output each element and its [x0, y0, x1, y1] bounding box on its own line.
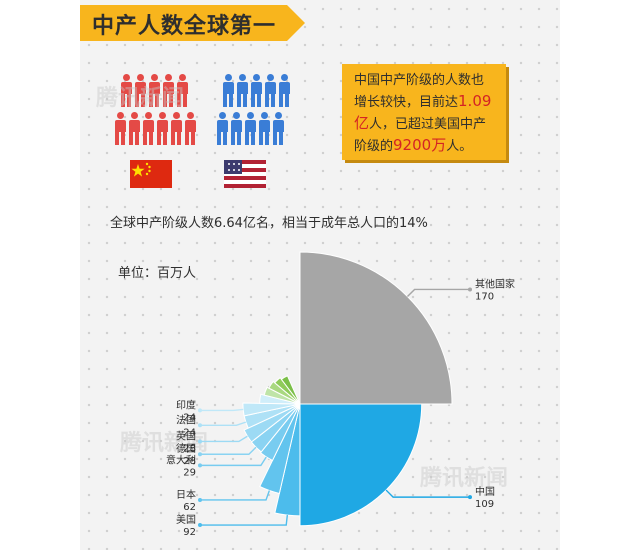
leader-line — [200, 421, 247, 426]
usa-flag-icon — [224, 160, 266, 188]
page-title: 中产人数全球第一 — [92, 14, 277, 39]
person-icon — [170, 112, 182, 146]
watermark: 腾讯新闻 — [96, 86, 185, 111]
person-icon — [128, 112, 140, 146]
person-icon — [272, 112, 284, 146]
person-icon — [216, 112, 228, 146]
note-callout — [342, 64, 506, 160]
person-icon — [134, 74, 146, 108]
slice-value-label: 24 — [183, 412, 196, 423]
slice-value-label: 62 — [183, 502, 196, 513]
leader-line — [200, 515, 289, 526]
leader-line — [200, 446, 257, 455]
unit-label: 单位：百万人 — [118, 266, 197, 281]
person-icon — [176, 74, 188, 108]
person-icon — [264, 74, 276, 108]
person-icon — [222, 74, 234, 108]
note-line-4: 阶级的 — [354, 139, 394, 154]
rose-slice — [299, 403, 423, 527]
title-banner — [80, 5, 305, 41]
leader-line — [200, 408, 244, 412]
leader-dot — [198, 408, 202, 413]
slice-name-label: 英国 — [176, 429, 196, 442]
person-icon — [250, 74, 262, 108]
person-icon — [258, 112, 270, 146]
watermark: 腾讯新闻 — [420, 466, 509, 491]
slice-value-label: 92 — [183, 527, 196, 538]
slice-name-label: 印度 — [176, 398, 196, 411]
person-icon — [156, 112, 168, 146]
rose-slice — [274, 376, 301, 405]
leader-line — [200, 435, 248, 443]
slice-value-label: 28 — [183, 456, 196, 467]
leader-line — [200, 456, 267, 467]
slice-value-label: 24 — [183, 427, 196, 438]
rose-slice — [259, 403, 301, 495]
slice-name-label: 德国 — [176, 442, 196, 455]
leader-dot — [468, 495, 472, 500]
leader-dot — [198, 463, 202, 468]
rose-slice — [280, 375, 301, 405]
note-highlight-unit: 亿 — [354, 114, 370, 132]
note-highlight-usa: 9200万 — [393, 136, 447, 154]
note-text: 中国中产阶级的人数也 增长较快，目前达1.09 亿人，已超过美国中产 阶级的92… — [354, 70, 502, 157]
slice-name-label: 中国 — [475, 485, 495, 498]
slice-value-label: 28 — [183, 443, 196, 454]
person-icon — [236, 74, 248, 108]
slice-name-label: 其他国家 — [475, 277, 515, 290]
subtitle: 全球中产阶级人数6.64亿名，相当于成年总人口的14% — [110, 216, 428, 231]
leader-dot — [198, 423, 202, 428]
slice-name-label: 意大利 — [166, 453, 196, 466]
slice-name-label: 日本 — [176, 488, 196, 501]
leader-dot — [198, 439, 202, 444]
china-flag-icon — [130, 160, 172, 188]
person-icon — [162, 74, 174, 108]
note-highlight-number: 1.09 — [458, 92, 492, 110]
rose-slice — [268, 380, 301, 405]
slice-name-label: 法国 — [176, 413, 196, 426]
person-icon — [244, 112, 256, 146]
leader-dot — [198, 452, 202, 457]
person-icon — [148, 74, 160, 108]
person-icon — [230, 112, 242, 146]
slice-value-label: 29 — [183, 467, 196, 478]
note-line-2: 增长较快，目前达 — [354, 95, 459, 110]
person-icon — [120, 74, 132, 108]
watermark: 腾讯新闻 — [120, 431, 209, 456]
person-icon — [184, 112, 196, 146]
slice-value-label: 109 — [475, 499, 494, 510]
leader-line — [200, 490, 271, 501]
note-line-1: 中国中产阶级的人数也 — [354, 73, 485, 88]
leader-dot — [198, 523, 202, 528]
person-icon — [278, 74, 290, 108]
slice-value-label: 170 — [475, 291, 494, 302]
person-icon — [114, 112, 126, 146]
note-line-4-end: 人。 — [446, 139, 473, 154]
leader-dot — [198, 497, 202, 502]
leader-line — [385, 489, 470, 498]
person-icon — [142, 112, 154, 146]
leader-dot — [468, 287, 472, 292]
rose-slice — [299, 251, 453, 405]
leader-line — [406, 288, 470, 298]
slice-name-label: 美国 — [176, 513, 196, 526]
note-line-3: 人，已超过美国中产 — [369, 117, 487, 132]
